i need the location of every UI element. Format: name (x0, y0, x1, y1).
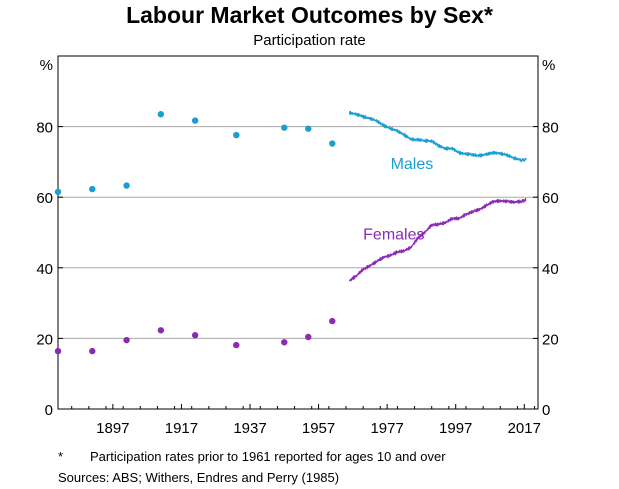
females-point-1954 (305, 333, 312, 341)
x-tick-label-1977: 1977 (370, 420, 403, 437)
chart-title: Labour Market Outcomes by Sex* (126, 2, 493, 28)
y-tick-label-right-40: 40 (542, 261, 559, 278)
x-tick-label-1917: 1917 (165, 420, 198, 437)
females-point-1911 (157, 327, 165, 334)
males-series-line (348, 111, 527, 163)
females-series-label: Females (363, 227, 424, 244)
males-point-1911 (157, 111, 165, 118)
y-tick-label-right-20: 20 (542, 331, 559, 348)
y-tick-label-right-60: 60 (542, 190, 559, 207)
footnote-sources-text: ABS; Withers, Endres and Perry (1985) (112, 470, 340, 485)
females-point-1901 (123, 336, 130, 344)
y-tick-label-left-60: 60 (36, 190, 53, 207)
y-tick-label-right-0: 0 (542, 402, 550, 419)
females-point-1881 (54, 347, 62, 355)
plot-frame (57, 55, 539, 410)
y-tick-label-left-80: 80 (36, 120, 53, 137)
y-unit-left: % (40, 57, 53, 74)
x-tick-label-2017: 2017 (508, 420, 541, 437)
footnote-asterisk: * Participation rates prior to 1961 repor… (58, 449, 446, 464)
females-point-1891 (89, 347, 96, 355)
males-point-1881 (54, 188, 62, 196)
males-series-label: Males (391, 156, 434, 173)
females-point-1947 (281, 339, 288, 346)
females-point-1961 (329, 317, 336, 325)
x-tick-label-1897: 1897 (96, 420, 129, 437)
y-unit-right: % (542, 57, 555, 74)
males-point-1947 (281, 124, 288, 131)
x-tick-label-1957: 1957 (302, 420, 335, 437)
footnote-sources-key: Sources: (58, 470, 110, 485)
y-tick-label-right-80: 80 (542, 120, 559, 137)
y-tick-label-left-0: 0 (45, 402, 53, 419)
x-tick-label-1997: 1997 (439, 420, 472, 437)
y-tick-label-left-40: 40 (36, 261, 53, 278)
males-point-1921 (191, 117, 199, 124)
footnote-asterisk-key: * (58, 449, 64, 464)
x-tick-label-1937: 1937 (233, 420, 266, 437)
males-point-1901 (123, 182, 130, 189)
males-point-1954 (305, 125, 312, 132)
males-point-1891 (89, 185, 96, 193)
y-tick-label-left-20: 20 (36, 331, 53, 348)
females-point-1921 (191, 332, 199, 339)
chart-subtitle: Participation rate (253, 32, 366, 49)
females-series-line (348, 198, 527, 282)
males-point-1933 (233, 131, 240, 139)
males-point-1961 (329, 140, 336, 147)
footnote-sources: Sources: ABS; Withers, Endres and Perry … (58, 470, 339, 485)
females-point-1933 (233, 341, 240, 349)
footnote-asterisk-text: Participation rates prior to 1961 report… (90, 449, 446, 464)
